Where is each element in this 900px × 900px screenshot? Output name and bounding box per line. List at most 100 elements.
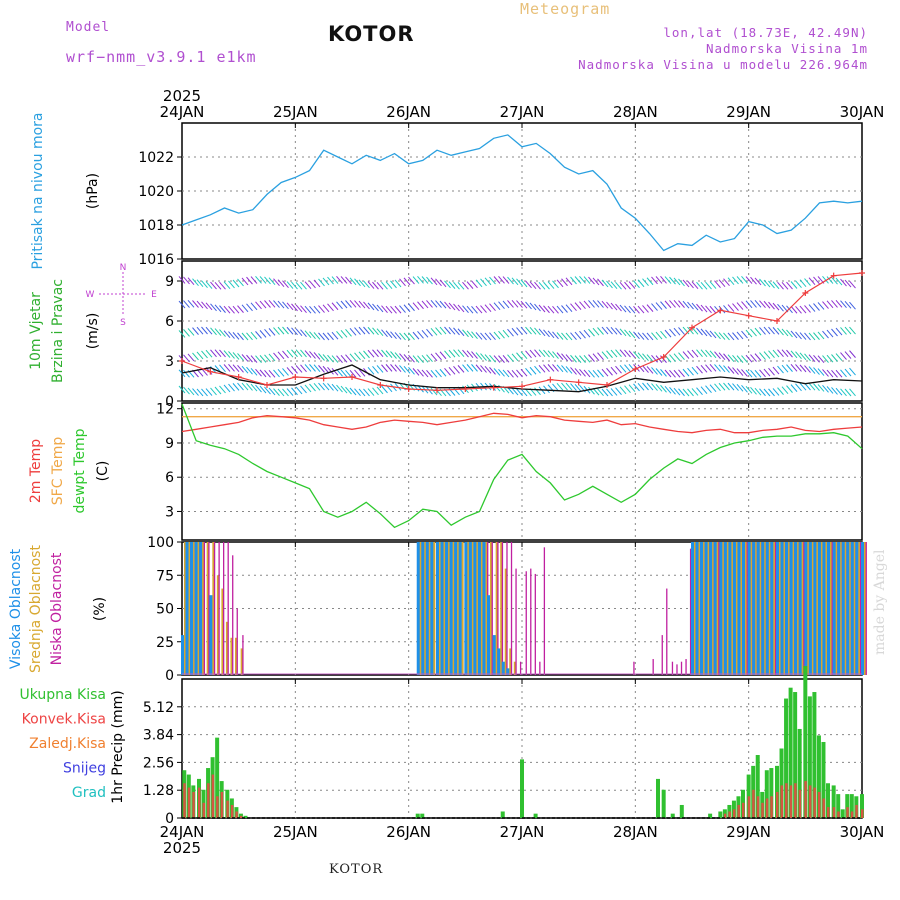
wind-barb xyxy=(520,326,528,335)
wind-barb xyxy=(727,354,735,362)
wind-barb xyxy=(597,352,604,361)
wind-barb xyxy=(723,332,730,341)
wind-barb xyxy=(448,302,456,311)
wind-barb xyxy=(196,326,204,335)
wind-barb xyxy=(439,300,447,309)
cloud-high-bar xyxy=(506,668,511,675)
wind-barb xyxy=(232,383,240,391)
wind-barb xyxy=(610,349,618,358)
wind-barb xyxy=(430,353,438,362)
wind-barb xyxy=(354,327,361,335)
cloud-high-bar xyxy=(482,542,487,675)
wind-barb xyxy=(462,281,469,290)
wind-barb xyxy=(304,350,312,358)
wind-gust-marker xyxy=(802,290,809,296)
wind-barb xyxy=(313,279,321,288)
cloud-mid-bar xyxy=(448,542,451,675)
wind-barb xyxy=(525,326,532,335)
wind-barb xyxy=(354,352,361,361)
precip-conv-bar xyxy=(226,800,229,818)
x-tick-label-bottom: 27JAN xyxy=(500,823,545,841)
wind-barb xyxy=(732,383,739,391)
wind-barb xyxy=(178,276,186,284)
wind-barb xyxy=(187,353,195,362)
precip-legend-item: Zaledj.Kisa xyxy=(29,736,106,752)
wind-gust-line xyxy=(181,272,863,391)
wind-barb xyxy=(264,329,271,337)
wind-barb xyxy=(241,332,249,341)
wind-barb xyxy=(759,369,766,378)
wind-barb xyxy=(300,364,307,373)
wind-barb xyxy=(214,328,222,336)
wind-barb xyxy=(637,332,645,340)
wind-barb xyxy=(741,355,748,363)
wind-barb xyxy=(651,383,658,391)
wind-barb xyxy=(786,385,793,393)
wind-barb xyxy=(232,332,240,340)
wind-gust-marker xyxy=(830,272,837,279)
wind-barb xyxy=(808,332,816,341)
wind-barb xyxy=(642,353,649,362)
wind-barb xyxy=(228,351,235,359)
cloud-mid-bar xyxy=(513,661,516,675)
precip-conv-bar xyxy=(846,807,849,818)
wind-barb xyxy=(214,386,222,395)
wind-barb xyxy=(597,300,604,308)
wind-barb xyxy=(304,305,312,314)
wind-barb xyxy=(421,369,429,378)
wind-gust-marker xyxy=(604,382,610,388)
wind-barb xyxy=(840,278,847,287)
y-tick-label-precip: 5.12 xyxy=(143,700,174,716)
precip-total-bar xyxy=(831,785,836,818)
wind-barb xyxy=(327,332,334,341)
wind-barb xyxy=(331,331,339,340)
wind-gust-marker xyxy=(320,375,327,382)
wind-barb xyxy=(327,276,334,285)
wind-barb xyxy=(462,364,469,373)
precip-total-bar xyxy=(803,665,808,818)
wind-gust-marker xyxy=(349,374,355,380)
wind-barb xyxy=(849,301,856,310)
year-label-bottom: 2025 xyxy=(163,839,201,857)
wind-gust-marker xyxy=(547,376,554,383)
wind-barb xyxy=(610,388,618,396)
wind-gust-marker xyxy=(405,386,412,392)
cloud-mid-bar xyxy=(773,542,776,675)
cloud-low-bar xyxy=(218,542,220,675)
wind-barb xyxy=(664,300,672,309)
wind-barb xyxy=(673,277,681,286)
wind-barb xyxy=(817,368,825,376)
y-tick-label-temperature: 12 xyxy=(156,402,174,418)
wind-barb xyxy=(624,364,631,372)
wind-barb xyxy=(291,281,298,290)
cloud-low-bar xyxy=(213,542,216,675)
wind-barb xyxy=(304,384,312,393)
x-tick-label-bottom: 30JAN xyxy=(840,823,885,841)
wind-barb xyxy=(223,350,231,358)
wind-barb xyxy=(700,364,708,373)
wind-barb xyxy=(628,384,636,393)
wind-barb xyxy=(525,388,532,397)
wind-barb xyxy=(768,301,775,310)
wind-barb xyxy=(745,369,753,378)
wind-barb xyxy=(489,303,496,312)
wind-barb xyxy=(804,332,811,341)
wind-barb xyxy=(417,276,424,284)
wind-gust-marker xyxy=(377,382,384,388)
wind-barb xyxy=(214,349,222,358)
wind-barb xyxy=(246,366,253,375)
precip-conv-bar xyxy=(747,796,751,818)
wind-gust-marker xyxy=(689,324,695,331)
cloud-high-bar xyxy=(752,542,757,675)
wind-barb xyxy=(619,386,627,395)
precip-total-bar xyxy=(849,794,854,818)
wind-barb xyxy=(349,277,357,286)
wind-barb xyxy=(534,349,541,358)
wind-barb xyxy=(372,387,379,396)
cloud-mid-bar xyxy=(840,542,843,675)
wind-barb xyxy=(669,386,676,395)
wind-barb xyxy=(619,282,627,290)
cloud-high-bar xyxy=(813,542,818,675)
precip-total-bar xyxy=(415,813,420,818)
wind-barb xyxy=(835,387,843,396)
